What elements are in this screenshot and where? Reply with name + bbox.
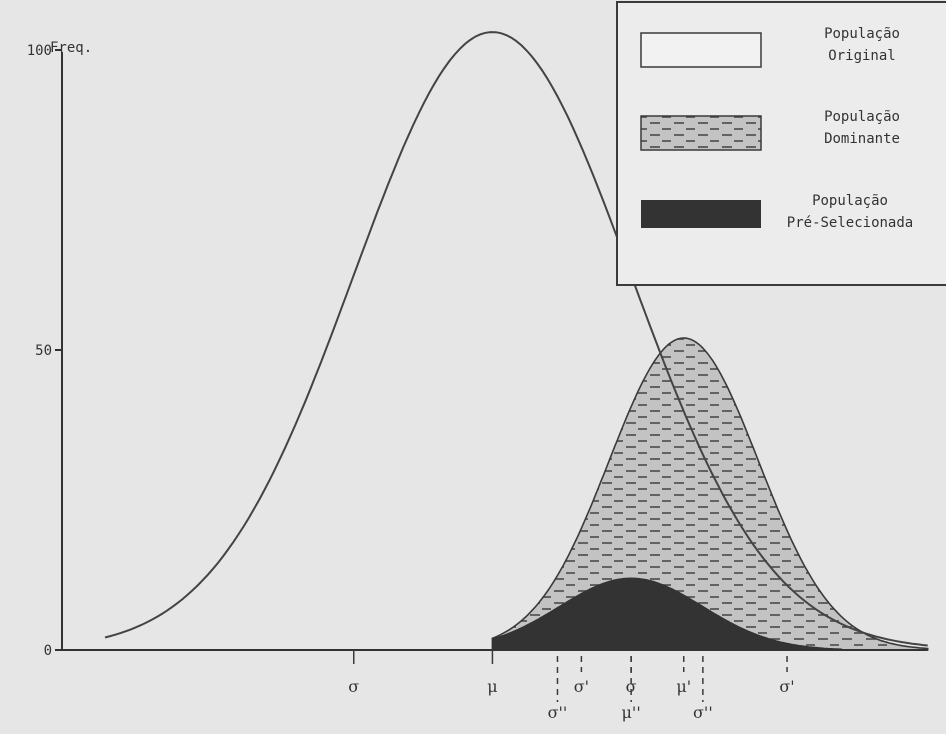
y-tick-label-1: 50 [35, 343, 52, 359]
x-marker-label-4: μ' [676, 677, 691, 696]
series-line-0 [104, 31, 928, 647]
legend-swatch-original [640, 32, 762, 68]
x-markers-layer: σ μ σ' σ μ' σ' σ'' μ'' σ'' [348, 650, 795, 722]
legend-label-original-line1: População [824, 26, 900, 42]
legend-label-dominant-line2: Dominante [824, 131, 900, 147]
x-marker-label-5: σ' [779, 677, 794, 696]
y-tick-label-2: 100 [27, 43, 52, 59]
legend-label-preselected-line2: Pré-Selecionada [787, 215, 913, 231]
legend-label-preselected-line1: População [812, 193, 888, 209]
x-marker-label-8: σ'' [693, 703, 713, 722]
legend-swatch-preselected [641, 200, 761, 228]
series-layer [104, 31, 929, 651]
series-area-2 [491, 577, 843, 651]
axes-layer: Freq. 0 50 100 [27, 40, 928, 659]
x-marker-label-2: σ' [574, 677, 589, 696]
legend-layer: População Original População Dominante P… [616, 1, 946, 286]
x-marker-label-7: μ'' [622, 703, 641, 722]
x-marker-label-1: μ [487, 677, 497, 696]
legend-label-original-line2: Original [828, 48, 895, 64]
y-tick-label-0: 0 [44, 643, 52, 659]
x-marker-label-6: σ'' [548, 703, 568, 722]
legend-label-dominant-line1: População [824, 109, 900, 125]
x-marker-label-0: σ [348, 677, 359, 696]
legend-swatch-dominant [640, 115, 762, 151]
y-axis-title: Freq. [50, 40, 92, 56]
x-marker-label-3: σ [626, 677, 637, 696]
series-area-1 [491, 337, 929, 651]
